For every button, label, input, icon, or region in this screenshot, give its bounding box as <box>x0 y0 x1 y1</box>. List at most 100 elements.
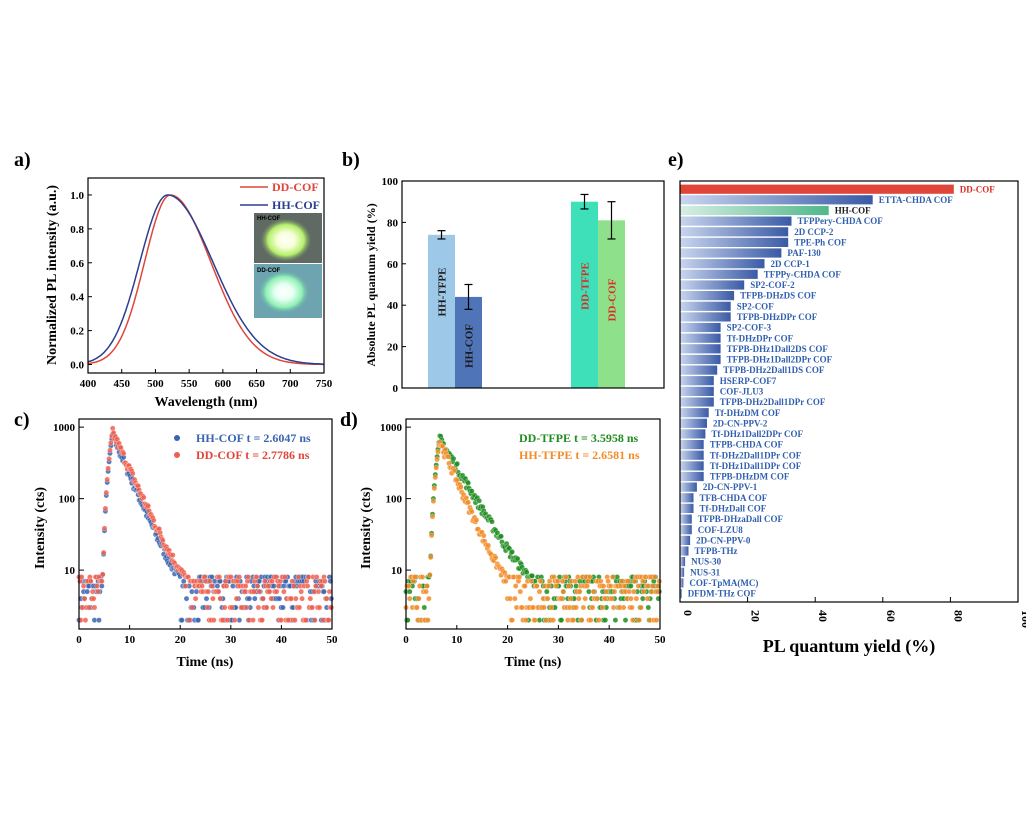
bar-tfpb-dhz1dall2ds-cof <box>680 344 721 354</box>
c-point-hh-cof <box>276 595 283 602</box>
d-point-hh-tfpe <box>537 578 544 584</box>
bar-label: SP2-COF <box>737 301 775 311</box>
d-point-hh-tfpe <box>536 588 543 595</box>
c-point-dd-cof <box>288 595 294 602</box>
bar-cof-lzu8 <box>680 525 692 535</box>
bar-label: TFPB-CHDA COF <box>710 440 784 450</box>
panel-c-points <box>76 425 335 623</box>
d-point-hh-tfpe <box>416 583 423 589</box>
bar-label: DFDM-THz COF <box>688 589 757 599</box>
d-point-hh-tfpe <box>580 604 587 611</box>
c-point-dd-cof <box>81 595 88 602</box>
c-point-hh-cof <box>271 583 277 589</box>
panel-d-xlabel: Time (ns) <box>505 655 562 670</box>
y-tick-label: 60 <box>387 259 399 271</box>
c-point-dd-cof <box>211 617 217 623</box>
d-point-hh-tfpe <box>473 517 480 523</box>
d-point-hh-tfpe <box>645 583 652 589</box>
c-point-dd-cof <box>298 588 304 595</box>
bar-label: 2D CCP-1 <box>771 259 811 269</box>
c-point-dd-cof <box>289 578 295 584</box>
d-point-hh-tfpe <box>590 588 597 595</box>
x-tick-label: 60 <box>884 610 898 622</box>
d-point-hh-tfpe <box>619 578 625 584</box>
c-point-dd-cof <box>120 450 127 457</box>
bar-tfpb-dhzdm-cof <box>680 471 704 482</box>
bar-label: TFPB-DHz2Dall1DPr COF <box>720 397 826 407</box>
c-point-dd-cof <box>326 588 333 595</box>
c-point-dd-cof <box>108 440 114 446</box>
panel-c: c) Intensity (cts) Time (ns) 0 10 20 30 40 50… <box>14 409 338 670</box>
c-point-dd-cof <box>263 604 270 611</box>
bar-tfpb-dhz2dall1dpr-cof <box>680 397 714 407</box>
d-point-hh-tfpe <box>469 508 475 515</box>
inset-hh-cof-glow <box>260 218 312 262</box>
d-point-hh-tfpe <box>424 583 430 589</box>
d-point-hh-tfpe <box>431 485 438 492</box>
bar-tfpb-chda-cof <box>680 440 704 450</box>
bar-label: TFPPery-CHDA COF <box>798 216 884 226</box>
d-point-hh-tfpe <box>587 574 593 580</box>
c-point-dd-cof <box>210 595 216 602</box>
c-point-dd-cof <box>275 583 282 589</box>
y-tick-label: 0.0 <box>70 360 84 372</box>
c-point-dd-cof <box>316 604 323 611</box>
c-point-dd-cof <box>182 583 189 589</box>
bar-tfpb-dhz1dall2dpr-cof <box>680 354 721 365</box>
legend-marker-dd-cof <box>174 452 180 458</box>
c-point-dd-cof <box>262 578 268 584</box>
bar-tf-dhzdall-cof <box>680 503 694 513</box>
d-point-hh-tfpe <box>433 465 439 471</box>
d-point-dd-tfpe <box>450 455 457 462</box>
d-point-hh-tfpe <box>598 578 604 584</box>
bar-label: TFPB-DHz1Dall2DS COF <box>727 344 829 354</box>
c-point-dd-cof <box>94 583 100 589</box>
d-point-hh-tfpe <box>544 595 551 602</box>
bar-sp2-cof-2 <box>680 280 745 290</box>
x-tick-label: 600 <box>215 378 232 390</box>
d-point-hh-tfpe <box>559 578 566 584</box>
panel-a-xlabel: Wavelength (nm) <box>154 395 257 410</box>
c-point-hh-cof <box>252 595 258 602</box>
d-point-hh-tfpe <box>638 604 644 611</box>
c-point-dd-cof <box>88 578 94 584</box>
panel-b-bars: HH-TFPE HH-COF DD-TFPE DD-COF <box>428 193 625 388</box>
bar-label: TPE-Ph COF <box>794 238 847 248</box>
panel-b: b) Absolute PL quantum yield (%) 0 20 40 60… <box>342 149 665 395</box>
d-point-dd-tfpe <box>544 588 550 595</box>
bar-hserp-cof7 <box>680 376 714 386</box>
bar-nus-31 <box>680 567 685 577</box>
d-point-dd-tfpe <box>498 533 504 539</box>
d-point-hh-tfpe <box>628 595 634 602</box>
d-point-hh-tfpe <box>519 604 525 611</box>
x-tick-label: 0 <box>681 610 695 616</box>
panel-a-ticks: 400 450 500 550 600 650 700 750 0.0 0.2 0.4 0.6 0.8 1… <box>70 190 333 390</box>
c-point-dd-cof <box>313 583 319 589</box>
panel-c-ylabel: Intensity (cts) <box>33 487 48 569</box>
c-point-dd-cof <box>199 583 205 589</box>
bar-2d-cn-ppv-1 <box>680 482 697 492</box>
c-point-dd-cof <box>233 595 240 602</box>
d-point-hh-tfpe <box>412 574 418 580</box>
bar-label: 2D-CN-PPV-1 <box>703 482 758 492</box>
legend-hh-cof-lifetime: HH-COF t = 2.6047 ns <box>196 431 311 445</box>
bar-label-hh-tfpe: HH-TFPE <box>437 268 449 317</box>
c-point-dd-cof <box>104 476 110 483</box>
c-point-hh-cof <box>84 588 90 595</box>
c-point-dd-cof <box>251 588 257 595</box>
c-point-dd-cof <box>217 595 223 602</box>
d-point-hh-tfpe <box>428 532 435 539</box>
d-point-hh-tfpe <box>605 578 611 584</box>
bar-label: Tf-DHz1Dall1DPr COF <box>710 461 802 471</box>
bar-label: Tf-DHz2Dall1DPr COF <box>710 450 802 460</box>
d-point-hh-tfpe <box>609 574 616 580</box>
bar-hh-cof <box>680 205 829 216</box>
d-point-hh-tfpe <box>629 604 635 611</box>
d-point-hh-tfpe <box>630 617 636 623</box>
d-point-hh-tfpe <box>541 604 547 611</box>
d-point-hh-tfpe <box>600 583 607 589</box>
d-point-hh-tfpe <box>636 617 642 623</box>
c-point-dd-cof <box>270 604 276 611</box>
d-point-hh-tfpe <box>512 595 518 602</box>
